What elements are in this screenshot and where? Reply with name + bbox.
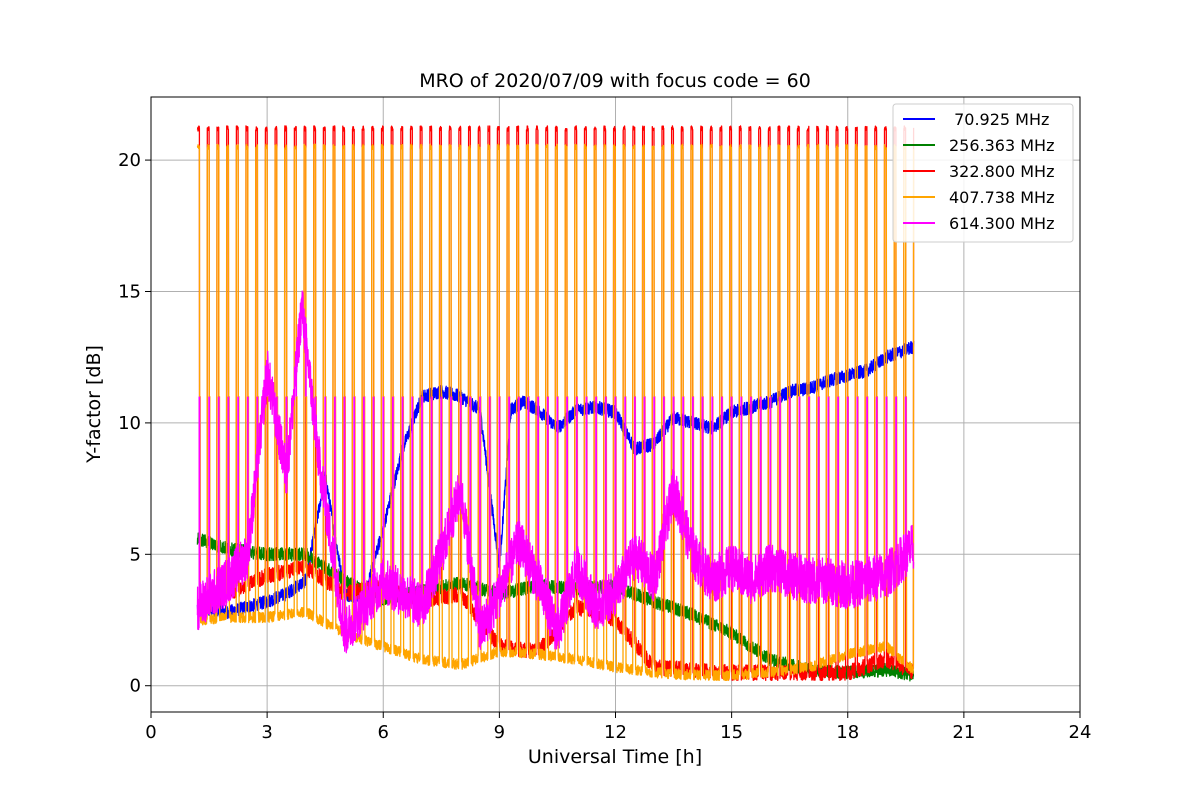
legend-label-1: 256.363 MHz [949, 136, 1054, 155]
x-tick-label-5: 15 [720, 722, 743, 743]
x-tick-label-4: 12 [604, 722, 627, 743]
y-tick-label-0: 0 [130, 676, 141, 697]
x-tick-label-1: 3 [261, 722, 272, 743]
legend-label-4: 614.300 MHz [949, 214, 1054, 233]
x-tick-label-6: 18 [836, 722, 859, 743]
ticks: 0 3 6 9 12 15 18 21 24 0 5 10 15 20 [118, 150, 1091, 743]
series-line-3 [196, 143, 915, 682]
legend-box [892, 103, 1074, 243]
y-tick-label-2: 10 [118, 413, 141, 434]
chart-title: MRO of 2020/07/09 with focus code = 60 [419, 70, 811, 92]
x-tick-label-3: 9 [494, 722, 505, 743]
y-tick-label-1: 5 [130, 544, 141, 565]
legend-label-2: 322.800 MHz [949, 162, 1054, 181]
y-tick-label-4: 20 [118, 150, 141, 171]
x-axis-title: Universal Time [h] [528, 746, 702, 768]
plot-series [196, 125, 915, 682]
x-tick-label-8: 24 [1069, 722, 1092, 743]
legend-label-0: 70.925 MHz [949, 110, 1049, 129]
x-tick-label-0: 0 [145, 722, 156, 743]
series-line-4 [196, 290, 915, 654]
legend-label-3: 407.738 MHz [949, 188, 1054, 207]
x-tick-label-2: 6 [378, 722, 389, 743]
legend: 70.925 MHz 256.363 MHz 322.800 MHz 407.738 … [892, 103, 1074, 243]
y-tick-label-3: 15 [118, 281, 141, 302]
x-tick-label-7: 21 [952, 722, 975, 743]
y-axis-title: Y-factor [dB] [83, 345, 105, 464]
